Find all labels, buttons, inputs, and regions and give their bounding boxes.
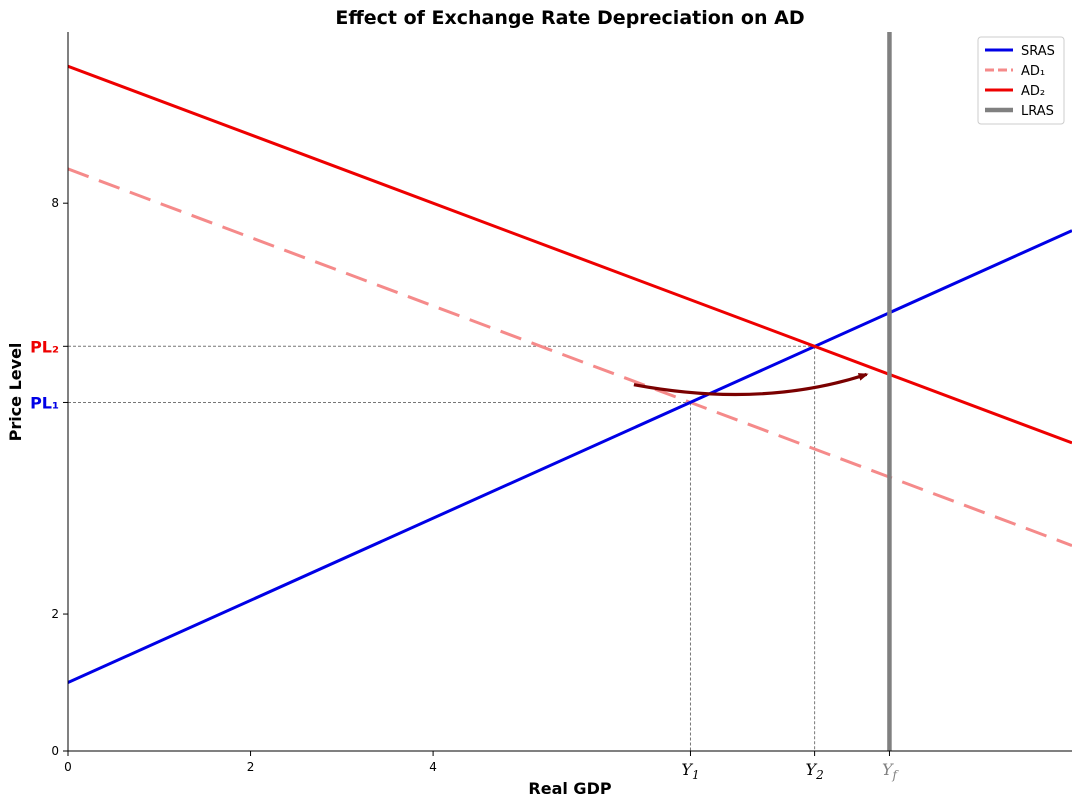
output-label-3: Yf	[882, 760, 900, 782]
x-tick-label-1: 0	[64, 760, 72, 774]
price-label-2: PL₂	[30, 337, 59, 356]
plot-area	[68, 32, 1072, 751]
y-tick-label-3: 8	[51, 196, 59, 210]
y-ticks: 0 2 8	[51, 196, 68, 758]
y-tick-label-1: 0	[51, 744, 59, 758]
x-axis-label: Real GDP	[528, 779, 611, 798]
series-line-3	[68, 64, 1072, 445]
legend-label-2: AD₁	[1021, 64, 1045, 79]
output-label-1: Y1	[681, 760, 699, 782]
y-tick-label-2: 2	[51, 607, 59, 621]
series-group	[68, 32, 1072, 751]
legend-label-4: LRAS	[1021, 104, 1054, 119]
y-axis-label: Price Level	[6, 343, 25, 442]
series-line-1	[68, 167, 1072, 547]
axes	[67, 32, 1072, 752]
output-label-2: Y2	[806, 760, 824, 782]
legend-label-3: AD₂	[1021, 84, 1045, 99]
series-line-2	[68, 229, 1072, 684]
x-tick-label-2: 2	[247, 760, 255, 774]
x-ticks: 0 2 4	[64, 751, 437, 774]
x-tick-label-3: 4	[429, 760, 437, 774]
price-label-1: PL₁	[30, 393, 59, 412]
chart-title: Effect of Exchange Rate Depreciation on …	[335, 7, 804, 29]
reference-lines	[68, 345, 816, 751]
shift-arrow	[633, 372, 869, 397]
equilibrium-labels: Y1 Y2 Yf PL₁ PL₂	[30, 337, 899, 782]
legend: SRAS AD₁ AD₂ LRAS	[977, 36, 1065, 125]
legend-label-1: SRAS	[1021, 44, 1055, 59]
legend-box	[977, 36, 1065, 125]
